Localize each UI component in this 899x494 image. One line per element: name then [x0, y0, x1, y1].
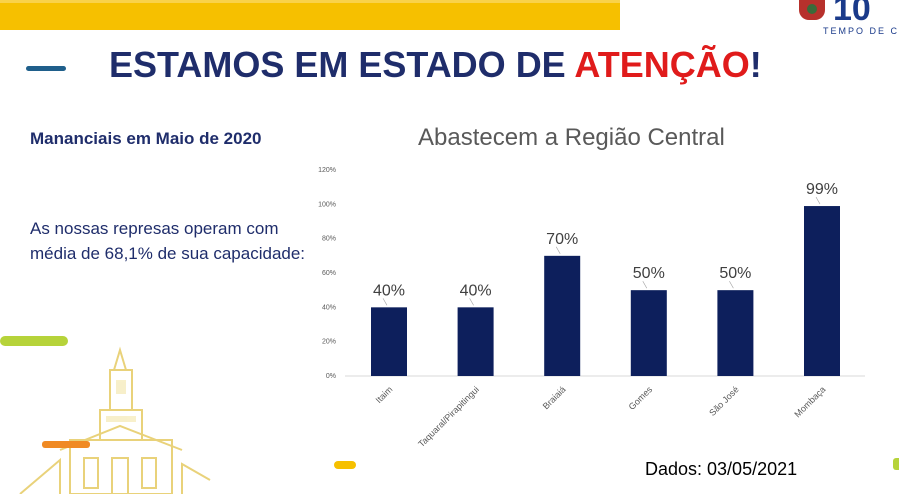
bar-1 — [371, 307, 407, 376]
bar-6 — [804, 206, 840, 376]
headline-suffix: ! — [749, 44, 762, 85]
bar-2 — [457, 307, 494, 376]
page-title: ESTAMOS EM ESTADO DE ATENÇÃO! — [109, 44, 762, 86]
y-tick-label: 100% — [318, 201, 336, 208]
decorative-yellow-dash — [334, 461, 356, 469]
y-tick-label: 60% — [322, 270, 336, 277]
logo-tagline: TEMPO DE CR — [823, 26, 899, 36]
bar-3 — [544, 255, 581, 376]
banner-stripe — [0, 0, 620, 3]
leader-line — [815, 196, 821, 205]
leader-line — [642, 281, 648, 289]
data-date: Dados: 03/05/2021 — [645, 459, 798, 479]
decorative-orange-bar — [42, 441, 90, 448]
headline-prefix: ESTAMOS EM ESTADO DE — [109, 44, 575, 85]
x-tick-label: Gomes — [627, 384, 655, 412]
headline-dash — [26, 66, 66, 71]
decorative-green-bar — [0, 336, 68, 346]
leader-line — [469, 298, 474, 306]
y-tick-label: 40% — [322, 304, 336, 311]
data-label-2: 40% — [460, 282, 492, 299]
y-tick-label: 0% — [326, 373, 336, 380]
x-tick-label: Braiaiá — [541, 384, 568, 411]
data-label-3: 70% — [546, 231, 578, 248]
sidebar-title: Mananciais em Maio de 2020 — [30, 129, 262, 148]
y-tick-label: 80% — [322, 236, 336, 243]
decorative-green-dot — [893, 458, 899, 470]
logo: 10 TEMPO DE CR — [789, 0, 899, 40]
x-tick-label: Itaim — [374, 384, 395, 405]
data-label-4: 50% — [633, 265, 665, 282]
top-banner — [0, 0, 620, 30]
x-tick-label: Mombaça — [792, 384, 827, 419]
logo-text: 10 — [833, 0, 871, 28]
leader-line — [555, 246, 561, 254]
data-label-5: 50% — [719, 265, 751, 282]
data-label-1: 40% — [373, 282, 405, 299]
x-tick-label: Taquaral/Pirapitingui — [416, 384, 481, 449]
leader-line — [729, 281, 734, 289]
bar-5 — [717, 290, 754, 376]
bar-4 — [630, 290, 667, 376]
crest-icon — [799, 0, 825, 20]
x-tick-label: São José — [707, 384, 741, 418]
sidebar-body: As nossas represas operam com média de 6… — [30, 219, 306, 263]
data-label-6: 99% — [806, 181, 838, 198]
y-tick-label: 20% — [322, 339, 336, 346]
headline-highlight: ATENÇÃO — [574, 44, 750, 85]
chart-title: Abastecem a Região Central — [418, 124, 725, 151]
y-tick-label: 120% — [318, 167, 336, 174]
leader-line — [382, 298, 388, 306]
